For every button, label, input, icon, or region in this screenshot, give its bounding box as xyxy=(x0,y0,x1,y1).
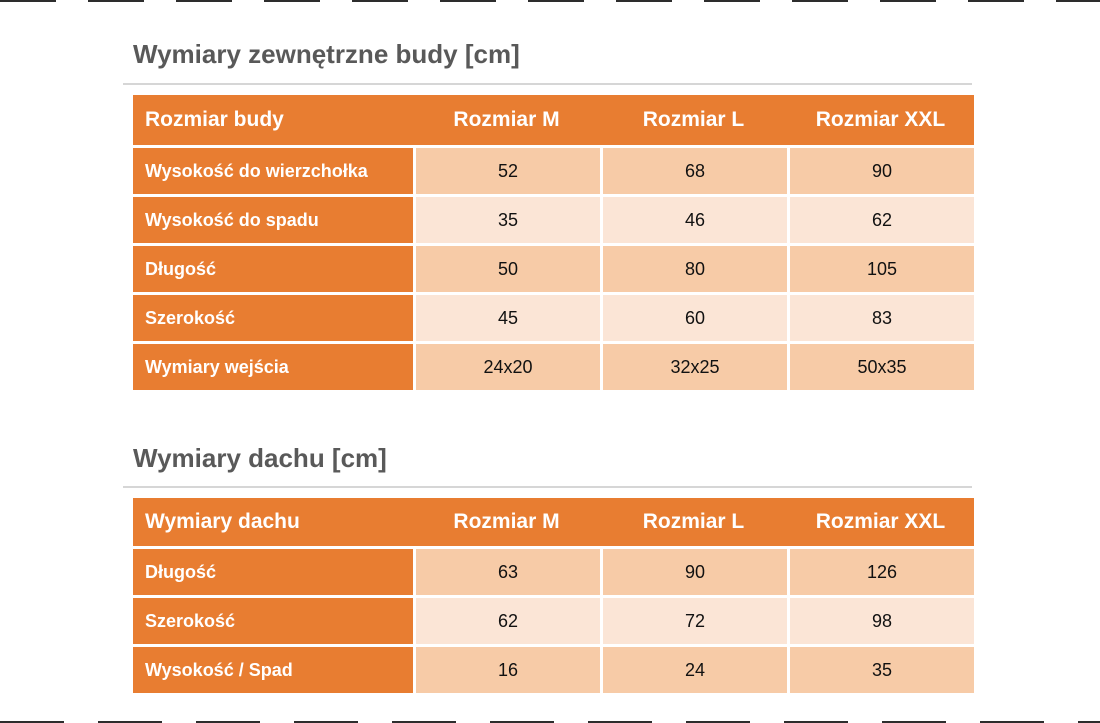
value-cell: 62 xyxy=(787,197,974,243)
value-cell: 45 xyxy=(413,295,600,341)
row-label: Długość xyxy=(133,246,413,292)
value-cell: 60 xyxy=(600,295,787,341)
title-divider xyxy=(123,486,972,488)
value-cell: 50x35 xyxy=(787,344,974,390)
column-header: Rozmiar XXL xyxy=(815,510,946,533)
table-header-row: Wymiary dachu Rozmiar M Rozmiar L Rozmia… xyxy=(133,498,974,546)
outer-dimensions-table: Rozmiar budy Rozmiar M Rozmiar L Rozmiar… xyxy=(133,95,974,390)
value-cell: 52 xyxy=(413,148,600,194)
value-cell: 50 xyxy=(413,246,600,292)
top-edge-dashed-border xyxy=(0,0,1100,2)
value-cell: 68 xyxy=(600,148,787,194)
value-cell: 126 xyxy=(787,549,974,595)
column-header: Rozmiar XXL xyxy=(815,108,946,131)
table-row: Wysokość do spadu 35 46 62 xyxy=(133,197,974,243)
value-cell: 32x25 xyxy=(600,344,787,390)
value-cell: 35 xyxy=(413,197,600,243)
column-header: Rozmiar M xyxy=(453,510,560,533)
column-header: Rozmiar M xyxy=(453,108,560,131)
table-row: Wysokość / Spad 16 24 35 xyxy=(133,647,974,693)
table-row: Wymiary wejścia 24x20 32x25 50x35 xyxy=(133,344,974,390)
value-cell: 62 xyxy=(413,598,600,644)
value-cell: 24x20 xyxy=(413,344,600,390)
row-label: Szerokość xyxy=(133,598,413,644)
value-cell: 90 xyxy=(600,549,787,595)
value-cell: 63 xyxy=(413,549,600,595)
row-label: Wysokość / Spad xyxy=(133,647,413,693)
value-cell: 72 xyxy=(600,598,787,644)
table-title-roof-dimensions: Wymiary dachu [cm] xyxy=(133,443,387,473)
table-title-outer-dimensions: Wymiary zewnętrzne budy [cm] xyxy=(133,39,520,69)
table-row: Wysokość do wierzchołka 52 68 90 xyxy=(133,148,974,194)
row-label: Wysokość do wierzchołka xyxy=(133,148,413,194)
row-label: Szerokość xyxy=(133,295,413,341)
row-label: Wysokość do spadu xyxy=(133,197,413,243)
value-cell: 90 xyxy=(787,148,974,194)
column-header: Wymiary dachu xyxy=(145,510,300,533)
row-label: Długość xyxy=(133,549,413,595)
table-header-row: Rozmiar budy Rozmiar M Rozmiar L Rozmiar… xyxy=(133,95,974,145)
value-cell: 98 xyxy=(787,598,974,644)
table-row: Szerokość 62 72 98 xyxy=(133,598,974,644)
bottom-edge-dashed-border xyxy=(0,721,1100,723)
value-cell: 24 xyxy=(600,647,787,693)
table-row: Szerokość 45 60 83 xyxy=(133,295,974,341)
value-cell: 105 xyxy=(787,246,974,292)
value-cell: 80 xyxy=(600,246,787,292)
roof-dimensions-table: Wymiary dachu Rozmiar M Rozmiar L Rozmia… xyxy=(133,498,974,693)
title-divider xyxy=(123,83,972,85)
column-header: Rozmiar L xyxy=(642,510,745,533)
value-cell: 16 xyxy=(413,647,600,693)
value-cell: 46 xyxy=(600,197,787,243)
value-cell: 35 xyxy=(787,647,974,693)
column-header: Rozmiar L xyxy=(642,108,745,131)
value-cell: 83 xyxy=(787,295,974,341)
column-header: Rozmiar budy xyxy=(145,108,284,131)
row-label: Wymiary wejścia xyxy=(133,344,413,390)
table-row: Długość 63 90 126 xyxy=(133,549,974,595)
table-row: Długość 50 80 105 xyxy=(133,246,974,292)
